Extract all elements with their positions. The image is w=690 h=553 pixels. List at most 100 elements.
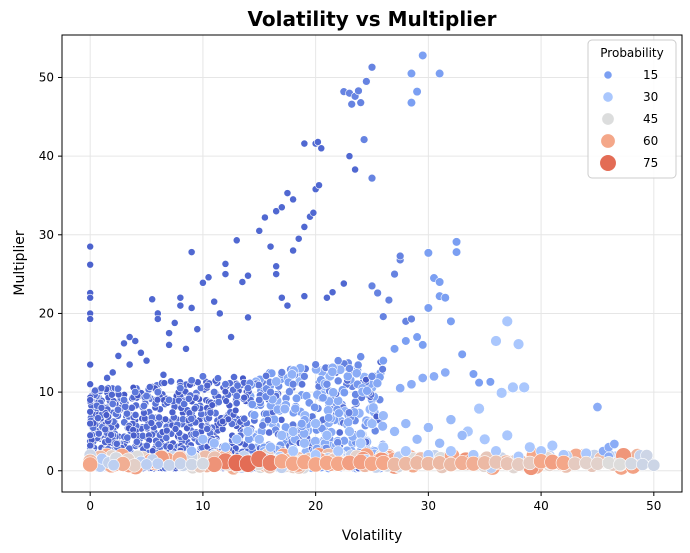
data-point	[417, 372, 428, 383]
data-point	[210, 297, 219, 306]
data-point	[181, 433, 190, 441]
data-point	[233, 381, 242, 390]
data-point	[162, 426, 171, 435]
data-point	[218, 417, 227, 426]
data-point	[339, 388, 349, 398]
data-point	[108, 368, 117, 377]
data-point	[289, 195, 297, 204]
data-point	[184, 394, 193, 403]
data-point	[601, 456, 616, 470]
data-point	[187, 376, 196, 385]
data-point	[161, 415, 170, 423]
data-point	[213, 374, 222, 383]
data-point	[317, 144, 326, 153]
data-point	[220, 441, 231, 453]
data-point	[151, 457, 164, 470]
data-point	[423, 303, 433, 313]
data-point	[86, 293, 94, 302]
data-point	[187, 248, 196, 256]
data-point	[206, 408, 215, 417]
data-point	[345, 152, 354, 160]
data-point	[86, 242, 94, 251]
data-point	[300, 139, 309, 148]
data-point	[299, 437, 310, 449]
data-point	[244, 313, 252, 322]
data-point	[372, 378, 383, 389]
data-point	[221, 270, 230, 278]
data-point	[339, 279, 348, 288]
y-tick-label: 0	[46, 464, 54, 478]
data-point	[114, 352, 123, 360]
data-point	[351, 165, 359, 174]
data-point	[468, 369, 479, 379]
data-point	[176, 293, 185, 302]
data-point	[373, 288, 382, 298]
data-point	[434, 437, 445, 449]
data-point	[238, 278, 247, 286]
data-point	[377, 441, 389, 453]
data-point	[108, 399, 117, 408]
data-point	[423, 422, 434, 433]
legend-box	[587, 39, 677, 179]
data-point	[333, 356, 343, 366]
data-point	[112, 439, 121, 448]
data-point	[501, 315, 513, 328]
data-point	[122, 409, 131, 418]
data-point	[221, 260, 230, 268]
data-point	[142, 391, 151, 401]
data-point	[162, 433, 171, 442]
data-point	[244, 271, 252, 280]
data-point	[311, 360, 320, 369]
data-point	[389, 344, 400, 354]
data-point	[97, 384, 106, 393]
legend-marker	[599, 154, 617, 172]
data-point	[283, 301, 292, 310]
data-point	[196, 457, 210, 471]
data-point	[154, 440, 163, 449]
data-point	[314, 138, 322, 146]
data-point	[258, 421, 267, 430]
data-point	[389, 426, 400, 437]
data-point	[490, 335, 502, 347]
data-point	[289, 246, 297, 255]
data-point	[198, 372, 207, 381]
data-point	[170, 319, 179, 327]
data-point	[647, 458, 661, 472]
data-point	[148, 295, 157, 304]
data-point	[379, 312, 388, 321]
y-tick-label: 50	[39, 70, 54, 84]
data-point	[132, 437, 141, 446]
data-point	[418, 340, 428, 350]
data-point	[457, 349, 467, 359]
data-point	[171, 425, 180, 433]
data-point	[165, 329, 173, 337]
data-point	[263, 415, 272, 424]
data-point	[86, 315, 94, 323]
data-point	[485, 377, 495, 387]
data-point	[153, 315, 162, 323]
data-point	[446, 316, 456, 326]
data-point	[247, 399, 257, 409]
data-point	[343, 417, 354, 428]
data-point	[160, 379, 169, 387]
data-point	[131, 337, 140, 345]
data-point	[271, 376, 282, 387]
data-point	[86, 380, 94, 389]
data-point	[451, 237, 462, 247]
data-point	[120, 339, 128, 348]
data-point	[356, 352, 366, 362]
data-point	[165, 395, 174, 405]
x-axis-label: Volatility	[342, 528, 402, 544]
data-point	[203, 381, 212, 390]
data-point	[378, 356, 388, 366]
data-point	[168, 408, 177, 417]
data-point	[445, 414, 457, 425]
data-point	[288, 380, 298, 389]
data-point	[86, 396, 94, 404]
data-point	[137, 348, 145, 357]
data-point	[103, 374, 111, 382]
data-point	[279, 403, 290, 415]
data-point	[479, 433, 491, 445]
x-tick-label: 0	[86, 499, 94, 513]
x-tick-label: 50	[646, 499, 661, 513]
